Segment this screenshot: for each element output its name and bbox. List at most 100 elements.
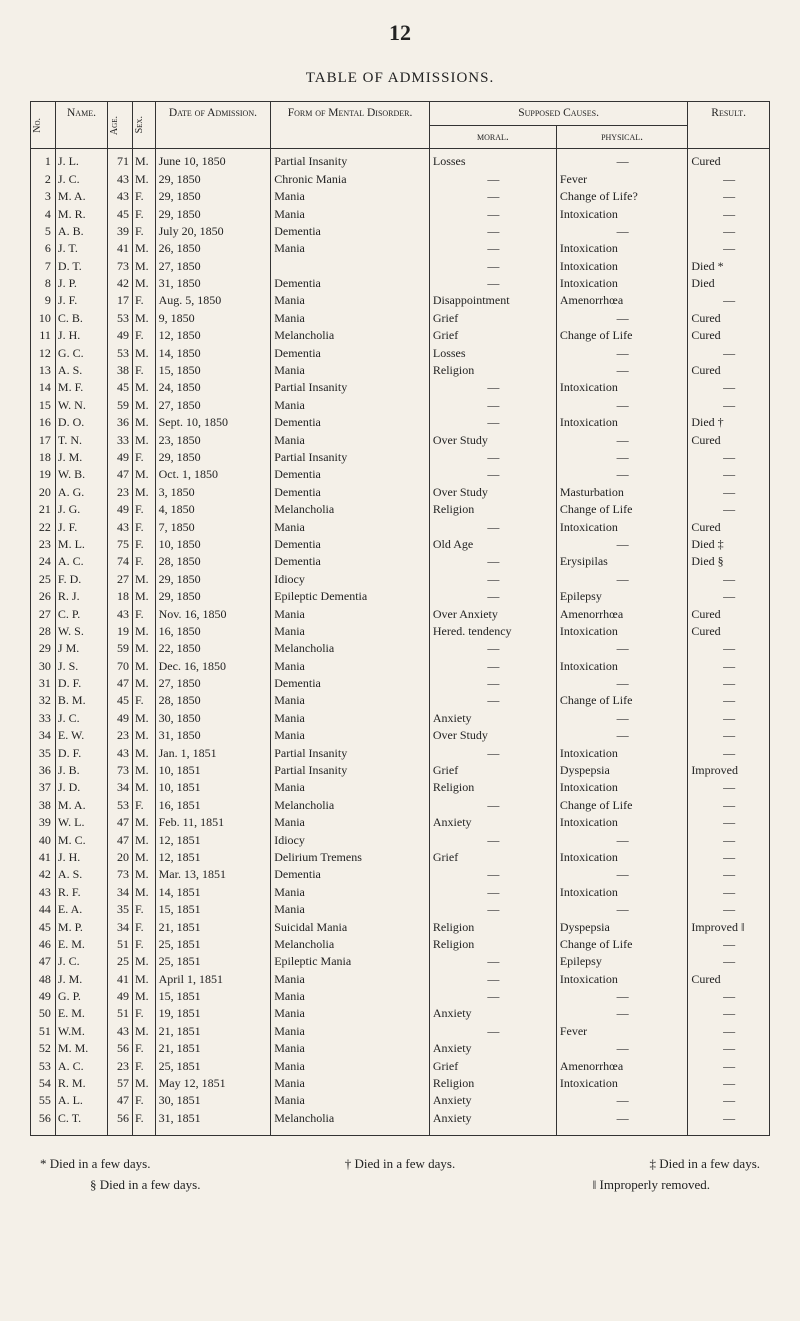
cell-admission: 16, 1851 [155, 797, 271, 814]
table-row: 47J. C.25M.25, 1851Epileptic Mania—Epile… [31, 953, 770, 970]
cell-disorder: Dementia [271, 536, 430, 553]
cell-sex: F. [132, 519, 155, 536]
table-row: 11J. H.49F.12, 1850MelancholiaGriefChang… [31, 327, 770, 344]
cell-no: 25 [31, 571, 56, 588]
cell-moral: Anxiety [429, 1040, 556, 1057]
cell-admission: 14, 1851 [155, 884, 271, 901]
cell-age: 75 [108, 536, 133, 553]
cell-disorder: Suicidal Mania [271, 919, 430, 936]
cell-moral: — [429, 397, 556, 414]
cell-name: W. S. [55, 623, 107, 640]
cell-moral: Old Age [429, 536, 556, 553]
cell-result: Improved [688, 762, 770, 779]
cell-result: — [688, 1005, 770, 1022]
cell-admission: July 20, 1850 [155, 223, 271, 240]
cell-sex: M. [132, 675, 155, 692]
cell-disorder: Mania [271, 206, 430, 223]
table-row: 48J. M.41M.April 1, 1851Mania—Intoxicati… [31, 971, 770, 988]
cell-age: 71 [108, 149, 133, 171]
cell-age: 43 [108, 745, 133, 762]
cell-result: — [688, 866, 770, 883]
cell-result: — [688, 745, 770, 762]
cell-admission: 4, 1850 [155, 501, 271, 518]
table-row: 41J. H.20M.12, 1851Delirium TremensGrief… [31, 849, 770, 866]
cell-name: G. P. [55, 988, 107, 1005]
cell-physical: Intoxication [556, 379, 687, 396]
cell-no: 54 [31, 1075, 56, 1092]
table-row: 20A. G.23M.3, 1850DementiaOver StudyMast… [31, 484, 770, 501]
cell-physical: Intoxication [556, 884, 687, 901]
cell-sex: M. [132, 397, 155, 414]
cell-physical: — [556, 571, 687, 588]
cell-disorder: Melancholia [271, 327, 430, 344]
cell-result: — [688, 188, 770, 205]
cell-moral: Grief [429, 1058, 556, 1075]
cell-no: 26 [31, 588, 56, 605]
cell-disorder: Mania [271, 1023, 430, 1040]
cell-moral: Religion [429, 362, 556, 379]
cell-disorder: Dementia [271, 866, 430, 883]
cell-age: 39 [108, 223, 133, 240]
cell-admission: 15, 1851 [155, 988, 271, 1005]
cell-moral: — [429, 988, 556, 1005]
cell-physical: Intoxication [556, 623, 687, 640]
cell-disorder [271, 258, 430, 275]
cell-sex: M. [132, 432, 155, 449]
table-body: 1J. L.71M.June 10, 1850Partial InsanityL… [31, 149, 770, 1136]
cell-age: 49 [108, 710, 133, 727]
cell-sex: F. [132, 327, 155, 344]
cell-name: M. L. [55, 536, 107, 553]
cell-moral: — [429, 953, 556, 970]
cell-no: 39 [31, 814, 56, 831]
cell-age: 59 [108, 397, 133, 414]
cell-no: 10 [31, 310, 56, 327]
cell-disorder: Mania [271, 1005, 430, 1022]
cell-age: 53 [108, 797, 133, 814]
cell-physical: Intoxication [556, 971, 687, 988]
cell-age: 49 [108, 327, 133, 344]
table-row: 36J. B.73M.10, 1851Partial InsanityGrief… [31, 762, 770, 779]
cell-moral: — [429, 797, 556, 814]
cell-result: — [688, 901, 770, 918]
th-no: No. [31, 102, 56, 149]
cell-result: — [688, 449, 770, 466]
cell-age: 57 [108, 1075, 133, 1092]
cell-admission: 15, 1851 [155, 901, 271, 918]
cell-disorder: Mania [271, 658, 430, 675]
cell-sex: F. [132, 1005, 155, 1022]
cell-disorder: Mania [271, 623, 430, 640]
th-moral: moral. [429, 125, 556, 149]
cell-no: 48 [31, 971, 56, 988]
cell-admission: Oct. 1, 1850 [155, 466, 271, 483]
cell-physical: Amenorrhœa [556, 606, 687, 623]
cell-disorder: Mania [271, 362, 430, 379]
cell-admission: 27, 1850 [155, 675, 271, 692]
table-row: 26R. J.18M.29, 1850Epileptic Dementia—Ep… [31, 588, 770, 605]
cell-physical: — [556, 345, 687, 362]
table-row: 43R. F.34M.14, 1851Mania—Intoxication— [31, 884, 770, 901]
cell-physical: — [556, 901, 687, 918]
cell-moral: — [429, 675, 556, 692]
th-result: Result. [688, 102, 770, 149]
cell-sex: M. [132, 1023, 155, 1040]
cell-physical: — [556, 149, 687, 171]
table-row: 42A. S.73M.Mar. 13, 1851Dementia——— [31, 866, 770, 883]
cell-no: 55 [31, 1092, 56, 1109]
cell-name: B. M. [55, 692, 107, 709]
cell-physical: Intoxication [556, 275, 687, 292]
cell-result: — [688, 1023, 770, 1040]
cell-disorder: Mania [271, 884, 430, 901]
cell-physical: — [556, 310, 687, 327]
cell-result: — [688, 779, 770, 796]
cell-admission: 24, 1850 [155, 379, 271, 396]
cell-disorder: Mania [271, 1075, 430, 1092]
cell-physical: — [556, 449, 687, 466]
cell-disorder: Mania [271, 606, 430, 623]
th-sex: Sex. [132, 102, 155, 149]
cell-result: Cured [688, 519, 770, 536]
cell-physical: Epilepsy [556, 588, 687, 605]
footnotes: * Died in a few days. † Died in a few da… [30, 1154, 770, 1196]
cell-sex: F. [132, 1058, 155, 1075]
cell-result: — [688, 953, 770, 970]
cell-no: 18 [31, 449, 56, 466]
